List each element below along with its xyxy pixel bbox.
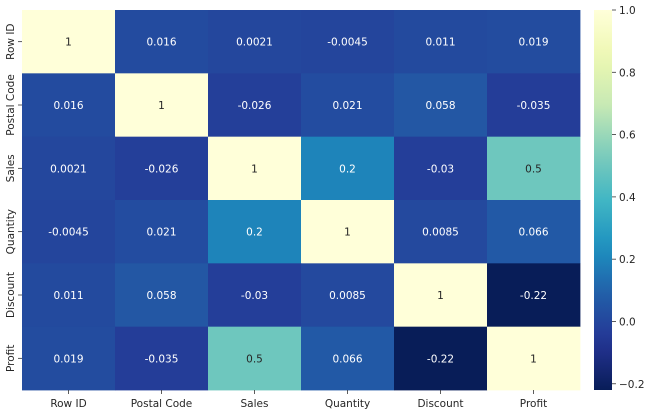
heatmap-cell — [208, 136, 302, 201]
cell-value-label: 0.016 — [146, 37, 176, 49]
heatmap-cell — [394, 73, 488, 138]
heatmap-cell — [394, 136, 488, 201]
cell-value-label: 1 — [158, 100, 165, 112]
heatmap-cell — [301, 10, 395, 74]
heatmap-cell — [487, 10, 581, 74]
x-tick-label: Row ID — [50, 398, 86, 410]
heatmap-cell — [301, 200, 395, 264]
colorbar-tick-label: 0.8 — [619, 67, 636, 79]
cell-value-label: -0.03 — [241, 290, 268, 302]
cell-value-label: 0.066 — [518, 227, 548, 239]
heatmap-cell — [301, 326, 395, 391]
cell-value-label: 0.0021 — [236, 37, 273, 49]
cell-value-label: -0.0045 — [327, 37, 368, 49]
heatmap-cell — [301, 263, 395, 328]
heatmap-cell — [208, 10, 302, 74]
cell-value-label: 1 — [437, 290, 444, 302]
cell-value-label: 0.5 — [525, 163, 542, 175]
heatmap-cell — [394, 200, 488, 264]
heatmap-cell — [487, 200, 581, 264]
heatmap-cell — [208, 200, 302, 264]
heatmap-cell — [115, 73, 209, 138]
heatmap-cell — [487, 263, 581, 328]
cell-value-label: 0.011 — [53, 290, 83, 302]
cell-value-label: 0.058 — [146, 290, 176, 302]
cell-value-label: 0.2 — [339, 163, 356, 175]
heatmap-cell — [394, 263, 488, 328]
cell-value-label: 0.066 — [332, 353, 362, 365]
cell-value-label: 0.0085 — [422, 227, 459, 239]
colorbar-tick-label: 1.0 — [619, 5, 636, 17]
cell-value-label: 0.021 — [332, 100, 362, 112]
heatmap-cell — [22, 73, 116, 138]
cell-value-label: 0.019 — [53, 353, 83, 365]
y-axis: Row ID Postal Code Sales Quantity Discount Pr… — [5, 23, 22, 372]
heatmap-cell — [22, 326, 116, 391]
heatmap-cell — [115, 136, 209, 201]
heatmap-cell-labels: 1 0.016 0.0021 -0.0045 0.011 0.019 0.016 1 -0.02… — [48, 37, 550, 366]
heatmap-cell — [22, 263, 116, 328]
cell-value-label: 0.058 — [425, 100, 455, 112]
cell-value-label: -0.0045 — [48, 227, 89, 239]
heatmap-cell — [22, 10, 116, 74]
cell-value-label: -0.22 — [427, 353, 454, 365]
x-tick-label: Postal Code — [131, 398, 193, 410]
cell-value-label: 1 — [251, 163, 258, 175]
cell-value-label: 0.2 — [246, 227, 263, 239]
colorbar: 1.0 0.8 0.6 0.4 0.2 0.0 −0.2 — [594, 5, 645, 391]
heatmap-cell — [208, 73, 302, 138]
heatmap-cell — [115, 263, 209, 328]
heatmap-cell — [301, 136, 395, 201]
heatmap-cell — [115, 10, 209, 74]
cell-value-label: -0.026 — [145, 163, 179, 175]
x-tick-label: Discount — [417, 398, 463, 410]
colorbar-tick-label: 0.6 — [619, 130, 636, 142]
x-axis: Row ID Postal Code Sales Quantity Discount Pr… — [50, 390, 547, 410]
heatmap-cell — [394, 10, 488, 74]
cell-value-label: 0.021 — [146, 227, 176, 239]
cell-value-label: 0.016 — [53, 100, 83, 112]
heatmap-cells — [22, 10, 581, 391]
heatmap-cell — [115, 326, 209, 391]
heatmap-cell — [115, 200, 209, 264]
cell-value-label: 1 — [344, 227, 351, 239]
y-tick-label: Sales — [5, 154, 17, 182]
x-tick-label: Profit — [520, 398, 547, 410]
colorbar-tick-label: 0.2 — [619, 254, 636, 266]
cell-value-label: 0.011 — [425, 37, 455, 49]
heatmap-cell — [487, 326, 581, 391]
y-tick-label: Quantity — [5, 209, 17, 254]
heatmap-cell — [301, 73, 395, 138]
y-tick-label: Postal Code — [5, 74, 17, 136]
cell-value-label: 0.0085 — [329, 290, 366, 302]
cell-value-label: 1 — [530, 353, 537, 365]
cell-value-label: 0.0021 — [50, 163, 87, 175]
heatmap-cell — [487, 136, 581, 201]
y-tick-label: Profit — [5, 345, 17, 372]
cell-value-label: -0.035 — [517, 100, 551, 112]
heatmap-cell — [487, 73, 581, 138]
cell-value-label: 1 — [65, 37, 72, 49]
cell-value-label: 0.019 — [518, 37, 548, 49]
colorbar-tick-label: 0.0 — [619, 316, 636, 328]
cell-value-label: -0.026 — [238, 100, 272, 112]
cell-value-label: 0.5 — [246, 353, 263, 365]
heatmap-cell — [394, 326, 488, 391]
heatmap-cell — [208, 326, 302, 391]
heatmap-cell — [22, 136, 116, 201]
colorbar-tick-label: −0.2 — [619, 379, 645, 391]
x-tick-label: Sales — [241, 398, 269, 410]
heatmap-cell — [22, 200, 116, 264]
x-tick-label: Quantity — [325, 398, 370, 410]
y-tick-label: Row ID — [5, 23, 17, 59]
cell-value-label: -0.03 — [427, 163, 454, 175]
y-tick-label: Discount — [5, 272, 17, 318]
colorbar-gradient — [594, 10, 612, 390]
cell-value-label: -0.035 — [145, 353, 179, 365]
colorbar-tick-label: 0.4 — [619, 192, 636, 204]
heatmap-cell — [208, 263, 302, 328]
cell-value-label: -0.22 — [520, 290, 547, 302]
